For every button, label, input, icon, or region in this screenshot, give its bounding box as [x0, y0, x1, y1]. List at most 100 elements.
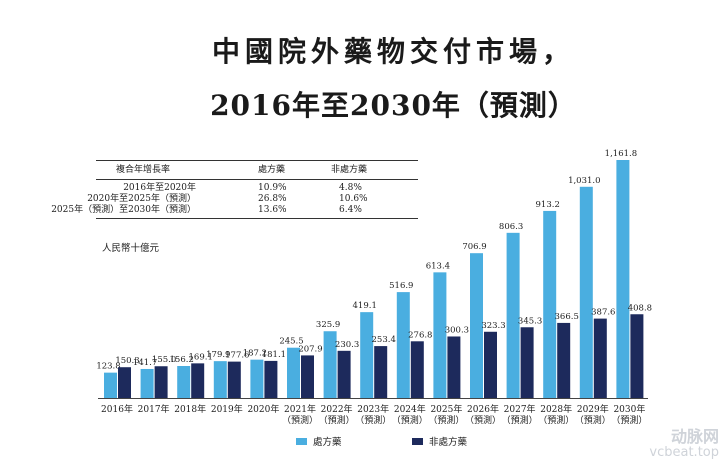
data-label-otc: 207.9: [298, 344, 322, 354]
data-label-rx: 123.8: [96, 362, 120, 372]
x-tick-label: 2030年: [613, 403, 645, 415]
legend-label-otc: 非處方藥: [429, 437, 468, 448]
cagr-row-period: 2016年至2020年: [123, 183, 196, 193]
x-tick-label: 2023年: [357, 403, 389, 415]
cagr-row-rx: 13.6%: [258, 205, 287, 215]
bar-otc: [484, 331, 497, 398]
x-tick-label: （預測）: [319, 414, 355, 426]
bar-otc: [410, 341, 424, 398]
bar-otc: [301, 355, 314, 398]
data-label-rx: 419.1: [353, 301, 377, 311]
bar-rx: [140, 368, 154, 398]
table-header-rule: [96, 179, 418, 180]
x-tick-label: 2028年: [540, 403, 572, 415]
bar-rx: [104, 372, 117, 398]
bar-rx: [250, 359, 264, 398]
watermark-url: vcbeat.top: [649, 445, 719, 460]
x-tick-label: （預測）: [538, 414, 574, 426]
x-tick-label: （預測）: [428, 414, 464, 426]
legend-item-rx: 處方藥: [296, 434, 342, 448]
cagr-row-otc: 6.4%: [339, 205, 362, 215]
data-label-rx: 913.2: [536, 200, 560, 210]
legend-swatch-rx: [296, 437, 307, 445]
x-tick-label: （預測）: [502, 414, 538, 426]
table-bottom-rule: [96, 218, 418, 219]
data-label-rx: 325.9: [316, 320, 340, 330]
x-tick-label: 2022年: [321, 403, 353, 415]
bar-rx: [616, 160, 630, 398]
bar-otc: [374, 346, 388, 398]
chart-title-line1: 中國院外藥物交付市場，: [211, 35, 575, 68]
data-label-rx: 1,031.0: [568, 176, 600, 186]
data-label-otc: 169.1: [189, 352, 213, 362]
bar-otc: [154, 366, 168, 398]
bar-otc: [191, 363, 205, 398]
x-tick-label: 2020年: [247, 403, 279, 415]
data-label-otc: 253.4: [372, 335, 396, 345]
bar-rx: [433, 272, 447, 398]
rx-header: 處方藥: [258, 165, 286, 175]
x-tick-label: 2029年: [577, 403, 609, 415]
legend-swatch-otc: [412, 437, 423, 445]
x-tick-label: 2024年: [394, 403, 426, 415]
data-label-rx: 187.2: [243, 349, 267, 359]
bar-rx: [506, 232, 520, 398]
data-label-rx: 156.2: [170, 355, 194, 365]
data-label-otc: 345.3: [518, 316, 542, 326]
data-label-otc: 323.3: [481, 321, 505, 331]
cagr-row-rx: 26.8%: [258, 194, 287, 204]
cagr-row-period: 2025年（預測）至2030年（預測）: [51, 205, 196, 215]
x-tick-label: 2027年: [504, 403, 536, 415]
cagr-header: 複合年增長率: [116, 165, 171, 175]
chart-title-line2: 2016年至2030年（預測）: [210, 89, 577, 122]
data-label-otc: 387.6: [591, 308, 615, 318]
bar-otc: [227, 361, 241, 398]
table-top-rule: [96, 160, 418, 161]
data-label-rx: 706.9: [462, 242, 486, 252]
x-tick-label: 2016年: [101, 403, 133, 415]
bar-rx: [470, 253, 483, 398]
x-tick-label: 2017年: [138, 403, 170, 415]
x-tick-label: （預測）: [282, 414, 318, 426]
bar-rx: [360, 312, 374, 398]
x-tick-label: 2025年: [430, 403, 462, 415]
bar-otc: [447, 336, 461, 398]
x-tick-label: （預測）: [355, 414, 391, 426]
watermark: 动脉网 vcbeat.top: [649, 429, 719, 461]
data-label-otc: 366.5: [555, 312, 579, 322]
bar-rx: [543, 210, 557, 398]
data-label-rx: 1,161.8: [605, 149, 637, 159]
bar-otc: [337, 350, 351, 398]
data-label-rx: 613.4: [426, 261, 450, 271]
x-tick-label: （預測）: [392, 414, 428, 426]
data-label-otc: 155.0: [152, 355, 176, 365]
data-label-otc: 230.3: [335, 340, 359, 350]
x-tick-label: 2018年: [174, 403, 206, 415]
cagr-row-rx: 10.9%: [258, 183, 287, 193]
bar-otc: [118, 367, 131, 398]
bar-otc: [264, 360, 278, 398]
x-tick-label: 2026年: [467, 403, 499, 415]
data-label-rx: 806.3: [499, 222, 523, 232]
unit-label: 人民幣十億元: [102, 243, 160, 254]
data-label-rx: 141.7: [133, 358, 157, 368]
legend-label-rx: 處方藥: [313, 437, 342, 448]
bar-otc: [520, 327, 534, 398]
data-label-rx: 516.9: [389, 281, 413, 291]
cagr-row-period: 2020年至2025年（預測）: [87, 194, 196, 204]
x-tick-label: （預測）: [611, 414, 647, 426]
data-label-rx: 245.5: [279, 337, 303, 347]
data-label-otc: 300.3: [445, 325, 469, 335]
bar-rx: [287, 347, 300, 398]
cagr-row-otc: 4.8%: [339, 183, 362, 193]
bar-rx: [213, 361, 227, 398]
bar-rx: [396, 292, 410, 398]
otc-header: 非處方藥: [331, 165, 368, 175]
bar-rx: [323, 331, 337, 398]
data-label-otc: 276.8: [408, 330, 432, 340]
x-tick-label: 2021年: [284, 403, 316, 415]
data-label-otc: 181.1: [262, 350, 286, 360]
data-label-rx: 179.9: [206, 350, 230, 360]
data-label-otc: 408.8: [628, 303, 652, 313]
